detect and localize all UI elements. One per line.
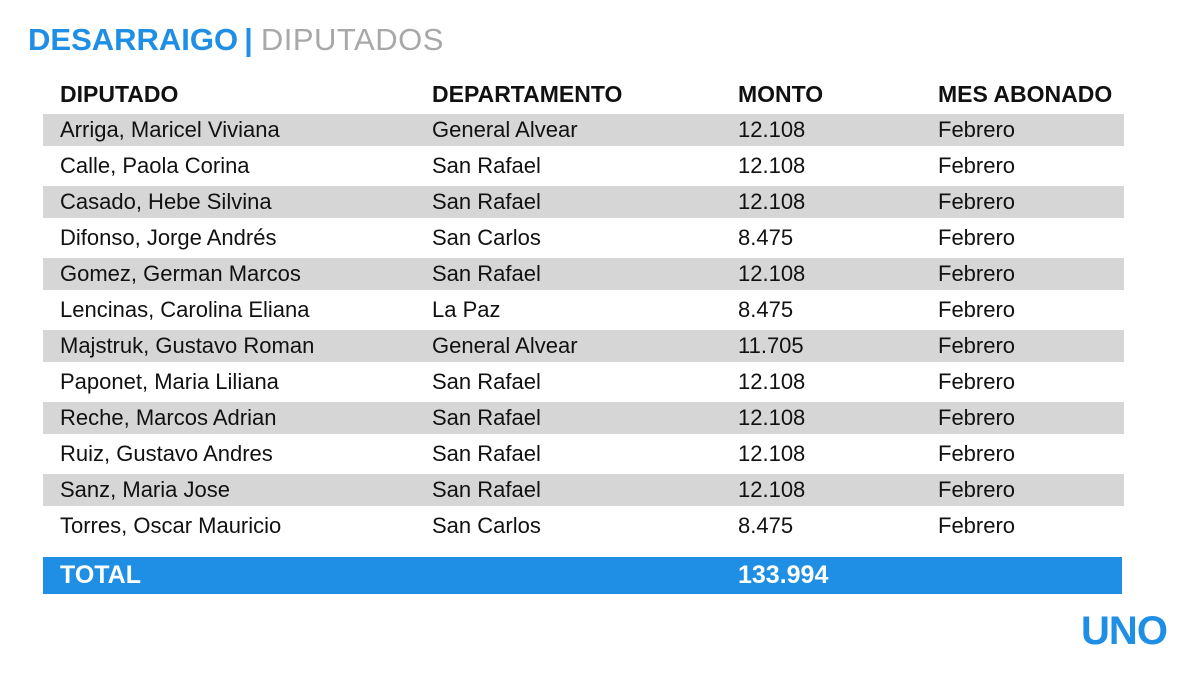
table-row: Casado, Hebe Silvina San Rafael 12.108 F…: [43, 186, 1124, 218]
page-title: DESARRAIGO | DIPUTADOS: [28, 22, 444, 58]
cell-diputado: Paponet, Maria Liliana: [60, 369, 279, 394]
cell-mes: Febrero: [938, 405, 1016, 430]
cell-monto: 11.705: [738, 333, 804, 358]
cell-monto: 12.108: [738, 441, 806, 466]
cell-departamento: La Paz: [432, 297, 501, 322]
total-row: TOTAL 133.994: [43, 557, 1122, 594]
cell-mes: Febrero: [938, 153, 1016, 178]
table-header-row: DIPUTADO DEPARTAMENTO MONTO MES ABONADO: [43, 76, 1124, 112]
cell-mes: Febrero: [938, 261, 1016, 286]
cell-departamento: San Rafael: [432, 441, 541, 466]
cell-mes: Febrero: [938, 297, 1016, 322]
cell-mes: Febrero: [938, 333, 1016, 358]
cell-departamento: San Rafael: [432, 369, 541, 394]
header-monto: MONTO: [738, 80, 824, 107]
table-row: Paponet, Maria Liliana San Rafael 12.108…: [43, 364, 1124, 400]
cell-departamento: San Rafael: [432, 261, 541, 286]
cell-mes: Febrero: [938, 513, 1016, 538]
cell-monto: 8.475: [738, 225, 794, 250]
header-departamento: DEPARTAMENTO: [432, 80, 623, 107]
cell-diputado: Gomez, German Marcos: [60, 261, 301, 286]
cell-monto: 12.108: [738, 117, 806, 142]
header-diputado: DIPUTADO: [60, 80, 179, 107]
cell-monto: 12.108: [738, 153, 806, 178]
cell-monto: 12.108: [738, 477, 806, 502]
cell-monto: 12.108: [738, 405, 806, 430]
cell-mes: Febrero: [938, 369, 1016, 394]
cell-mes: Febrero: [938, 225, 1016, 250]
cell-departamento: San Rafael: [432, 477, 541, 502]
table-row: Majstruk, Gustavo Roman General Alvear 1…: [43, 330, 1124, 362]
table-row: Sanz, Maria Jose San Rafael 12.108 Febre…: [43, 474, 1124, 506]
cell-mes: Febrero: [938, 117, 1016, 142]
cell-monto: 12.108: [738, 189, 806, 214]
cell-departamento: San Rafael: [432, 153, 541, 178]
cell-diputado: Reche, Marcos Adrian: [60, 405, 277, 430]
cell-diputado: Majstruk, Gustavo Roman: [60, 333, 315, 358]
total-label: TOTAL: [60, 561, 142, 589]
cell-monto: 8.475: [738, 297, 794, 322]
title-main: DESARRAIGO: [28, 22, 239, 57]
total-amount: 133.994: [738, 561, 829, 589]
cell-monto: 8.475: [738, 513, 794, 538]
cell-diputado: Ruiz, Gustavo Andres: [60, 441, 273, 466]
cell-mes: Febrero: [938, 441, 1016, 466]
title-subtitle: DIPUTADOS: [260, 22, 444, 57]
uno-logo: UNO: [1081, 609, 1168, 652]
cell-monto: 12.108: [738, 369, 806, 394]
uno-logo-text: UNO: [1081, 609, 1167, 652]
table-row: Calle, Paola Corina San Rafael 12.108 Fe…: [43, 148, 1124, 184]
table-row: Gomez, German Marcos San Rafael 12.108 F…: [43, 258, 1124, 290]
cell-departamento: General Alvear: [432, 333, 578, 358]
title-separator: |: [244, 22, 253, 57]
cell-diputado: Casado, Hebe Silvina: [60, 189, 272, 214]
cell-diputado: Lencinas, Carolina Eliana: [60, 297, 310, 322]
cell-mes: Febrero: [938, 477, 1016, 502]
table-row: Lencinas, Carolina Eliana La Paz 8.475 F…: [43, 292, 1124, 328]
cell-diputado: Torres, Oscar Mauricio: [60, 513, 282, 538]
table-row: Reche, Marcos Adrian San Rafael 12.108 F…: [43, 402, 1124, 434]
cell-diputado: Difonso, Jorge Andrés: [60, 225, 277, 250]
cell-departamento: San Carlos: [432, 225, 541, 250]
cell-diputado: Sanz, Maria Jose: [60, 477, 230, 502]
cell-monto: 12.108: [738, 261, 806, 286]
table-row: Ruiz, Gustavo Andres San Rafael 12.108 F…: [43, 436, 1124, 472]
cell-departamento: San Rafael: [432, 405, 541, 430]
cell-mes: Febrero: [938, 189, 1016, 214]
table-row: Difonso, Jorge Andrés San Carlos 8.475 F…: [43, 220, 1124, 256]
diputados-table: DIPUTADO DEPARTAMENTO MONTO MES ABONADO …: [43, 76, 1124, 544]
cell-diputado: Arriga, Maricel Viviana: [60, 117, 280, 142]
table-row: Arriga, Maricel Viviana General Alvear 1…: [43, 114, 1124, 146]
header-mes-abonado: MES ABONADO: [938, 80, 1113, 107]
cell-departamento: San Rafael: [432, 189, 541, 214]
cell-departamento: San Carlos: [432, 513, 541, 538]
cell-departamento: General Alvear: [432, 117, 578, 142]
table-row: Torres, Oscar Mauricio San Carlos 8.475 …: [43, 508, 1124, 544]
cell-diputado: Calle, Paola Corina: [60, 153, 250, 178]
